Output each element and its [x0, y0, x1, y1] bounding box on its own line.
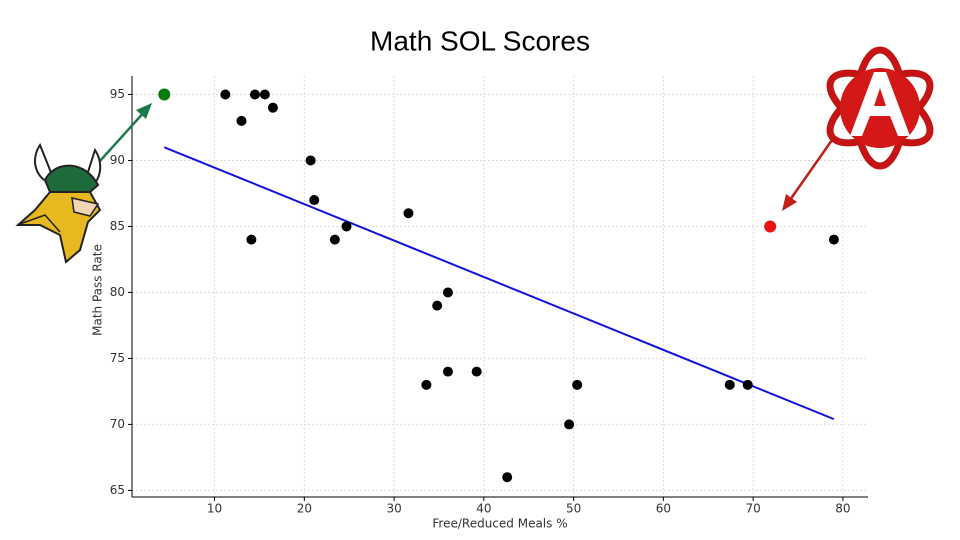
point	[341, 221, 352, 232]
x-axis-label: Free/Reduced Meals %	[432, 517, 567, 531]
point	[828, 234, 839, 245]
point	[220, 89, 231, 100]
point	[236, 115, 247, 126]
point	[267, 102, 278, 113]
point	[249, 89, 260, 100]
point	[329, 234, 340, 245]
arrow-head	[782, 194, 797, 211]
point	[742, 379, 753, 390]
point	[502, 472, 513, 483]
y-axis-label: Math Pass Rate	[91, 244, 105, 336]
y-tick-label: 70	[110, 417, 125, 431]
y-tick-label: 65	[110, 483, 125, 497]
chart-title: Math SOL Scores	[370, 25, 590, 56]
overlay	[15, 46, 934, 264]
trend-line	[163, 146, 835, 421]
point	[309, 195, 320, 206]
y-tick-label: 95	[110, 87, 125, 101]
point	[246, 234, 257, 245]
y-tick-label: 80	[110, 285, 125, 299]
point	[403, 208, 414, 219]
point	[572, 379, 583, 390]
atom-logo	[826, 46, 934, 170]
point	[471, 366, 482, 377]
point	[764, 220, 777, 233]
arrow-head	[136, 103, 152, 119]
y-tick-label: 90	[110, 153, 125, 167]
point	[442, 366, 453, 377]
x-tick-label: 50	[566, 502, 581, 516]
x-tick-label: 30	[386, 502, 401, 516]
point	[259, 89, 270, 100]
arrow	[788, 139, 834, 201]
point	[432, 300, 443, 311]
plot-area: 65 70 75 80 85 90 95 10 20 30 40 50 60 70 80	[110, 76, 868, 516]
point	[564, 419, 575, 430]
x-tick-label: 70	[745, 502, 760, 516]
point	[158, 88, 171, 101]
point	[305, 155, 316, 166]
y-tick-label: 75	[110, 351, 125, 365]
y-tick-label: 85	[110, 219, 125, 233]
point	[442, 287, 453, 298]
x-tick-label: 60	[656, 502, 671, 516]
x-tick-label: 40	[476, 502, 491, 516]
viking-logo	[15, 142, 102, 264]
x-tick-label: 80	[835, 502, 850, 516]
x-tick-label: 10	[207, 502, 222, 516]
point	[724, 379, 735, 390]
point	[421, 379, 432, 390]
x-tick-label: 20	[297, 502, 312, 516]
